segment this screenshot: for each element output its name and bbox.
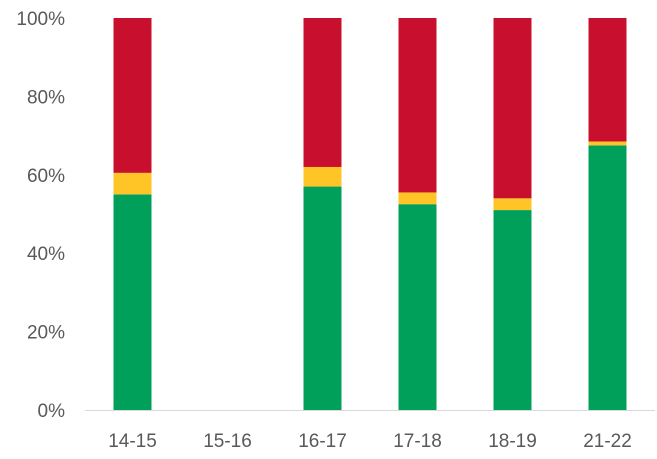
bar-segment-17-18-series-2 <box>398 192 437 205</box>
bar-segment-17-18-series-3 <box>398 18 437 193</box>
bar-segment-14-15-series-2 <box>113 172 152 195</box>
bar-segment-16-17-series-2 <box>303 166 342 187</box>
y-tick-label: 100% <box>16 9 65 30</box>
bar-segment-16-17-series-1 <box>303 186 342 410</box>
bar-segment-18-19-series-1 <box>493 210 532 410</box>
bars <box>113 18 627 410</box>
x-tick-label: 16-17 <box>298 431 347 452</box>
x-axis: 14-15 15-16 16-17 17-18 18-19 21-22 <box>108 431 632 452</box>
x-tick-label: 17-18 <box>393 431 442 452</box>
bar-segment-14-15-series-1 <box>113 194 152 410</box>
y-tick-label: 80% <box>27 87 65 108</box>
x-tick-label: 21-22 <box>583 431 632 452</box>
x-tick-label: 18-19 <box>488 431 537 452</box>
bar-segment-21-22-series-2 <box>588 141 627 146</box>
y-tick-label: 60% <box>27 166 65 187</box>
y-tick-label: 40% <box>27 244 65 265</box>
bar-segment-21-22-series-1 <box>588 145 627 410</box>
x-tick-label: 14-15 <box>108 431 157 452</box>
bar-segment-16-17-series-3 <box>303 18 342 167</box>
x-tick-label: 15-16 <box>203 431 252 452</box>
bar-segment-18-19-series-2 <box>493 198 532 211</box>
bar-segment-21-22-series-3 <box>588 18 627 142</box>
y-axis: 0% 20% 40% 60% 80% 100% <box>16 9 65 422</box>
bar-segment-18-19-series-3 <box>493 18 532 199</box>
y-tick-label: 20% <box>27 323 65 344</box>
y-tick-label: 0% <box>38 401 66 422</box>
bar-segment-14-15-series-3 <box>113 18 152 173</box>
bar-segment-17-18-series-1 <box>398 204 437 410</box>
